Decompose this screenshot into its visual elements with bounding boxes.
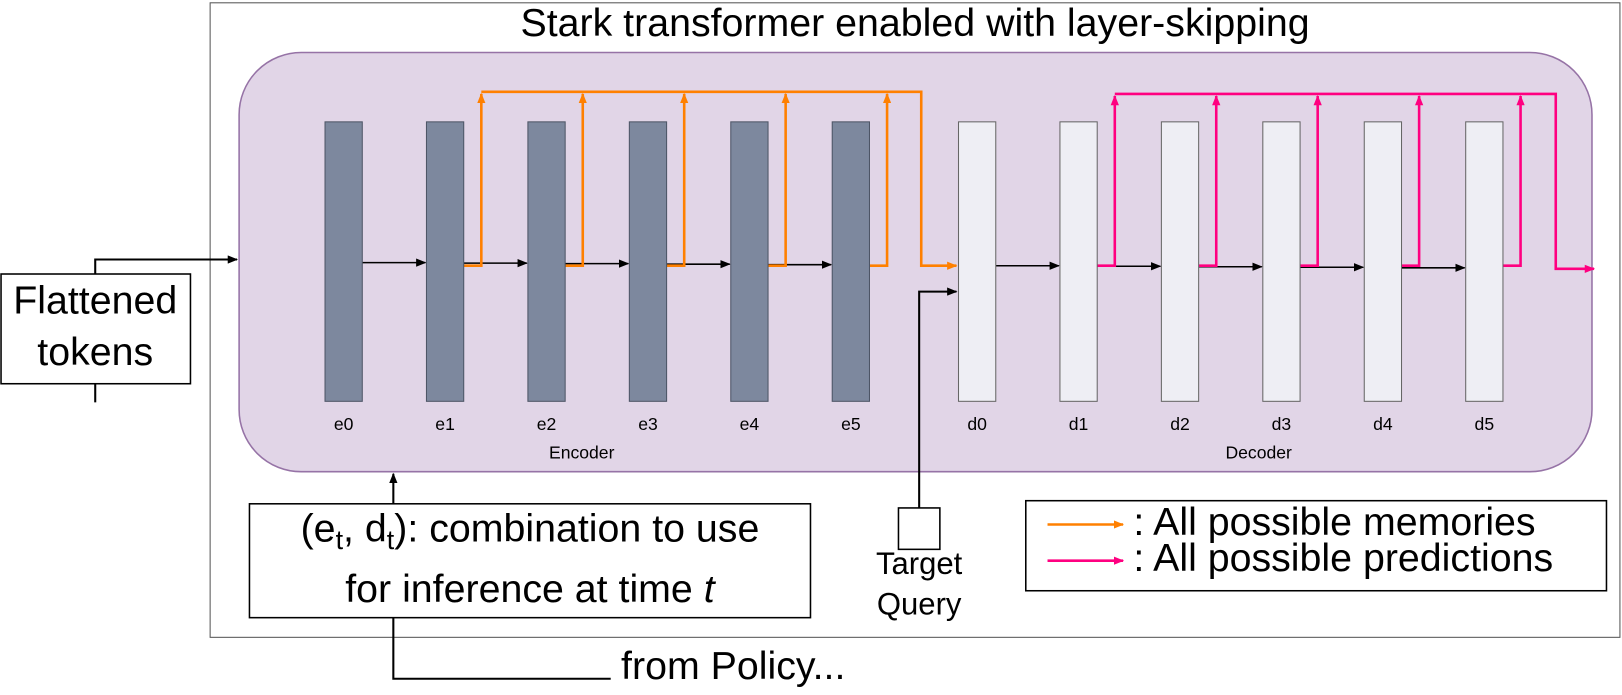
layer-block — [957, 121, 997, 402]
layer-label: d0 — [967, 414, 987, 434]
layer-label: e0 — [334, 414, 354, 434]
layer-block — [1160, 121, 1200, 402]
layer-block — [1465, 121, 1504, 402]
legend-label: : All possible memories — [1133, 500, 1535, 544]
decoder-label: Decoder — [1225, 443, 1292, 463]
skip-bus — [1114, 92, 1596, 273]
subscript: t — [336, 525, 344, 555]
subscript: t — [387, 525, 395, 555]
layer-label: d5 — [1475, 414, 1495, 434]
skip-bus — [481, 90, 958, 270]
layers: e0 e1 e2 e3 e4 e5 d0 d1 d2 d3 d4 d5 — [324, 90, 1596, 434]
skip-connection — [1097, 94, 1119, 268]
layer-block — [324, 121, 363, 402]
layer-label: e5 — [841, 414, 861, 434]
text: (e — [301, 507, 336, 551]
query-label: Query — [877, 586, 962, 621]
layer-label: d4 — [1373, 414, 1393, 434]
variable: t — [704, 567, 717, 611]
skip-connection — [666, 92, 689, 268]
legend-label: : All possible predictions — [1133, 536, 1553, 580]
input-label: tokens — [37, 330, 153, 374]
encoder-label: Encoder — [549, 443, 615, 463]
query-label: Target — [876, 546, 963, 581]
layer-block — [628, 121, 668, 402]
layer-block — [425, 121, 465, 402]
skip-connection — [1401, 94, 1424, 268]
layer-label: e1 — [435, 414, 455, 434]
layer-label: d1 — [1069, 414, 1089, 434]
layer-block — [1059, 121, 1098, 402]
text: ): combination to use — [394, 507, 759, 551]
layer-label: e2 — [537, 414, 557, 434]
layer-block — [1262, 121, 1301, 402]
condition-line-1: (et, dt): combination to use — [301, 507, 760, 555]
input-arrow — [94, 255, 239, 275]
text: , d — [343, 507, 387, 551]
layer-block — [730, 121, 769, 402]
skip-connection — [565, 92, 587, 268]
layer-label: d3 — [1272, 414, 1292, 434]
policy-label: from Policy... — [621, 644, 845, 688]
skip-connection — [1198, 94, 1221, 268]
outer-frame — [209, 2, 1621, 638]
transformer-box — [238, 51, 1593, 473]
layer-label: d2 — [1170, 414, 1190, 434]
text: for inference at time — [345, 567, 704, 611]
title: Stark transformer enabled with layer-ski… — [520, 1, 1309, 45]
skip-connection — [1300, 94, 1322, 268]
skip-connection — [463, 92, 486, 268]
input-box — [0, 273, 192, 385]
layer-block — [831, 121, 871, 402]
skip-connection — [869, 92, 892, 268]
layer-block — [527, 121, 566, 402]
condition-box — [248, 503, 812, 619]
layer-label: e3 — [638, 414, 658, 434]
policy-line — [392, 617, 611, 680]
skip-connection — [768, 92, 790, 268]
layer-block — [1363, 121, 1403, 402]
query-box — [897, 507, 941, 551]
legend-box — [1025, 499, 1608, 592]
layer-label: e4 — [740, 414, 760, 434]
condition-line-2: for inference at time t — [345, 567, 717, 611]
query-arrow — [918, 287, 958, 508]
skip-connection — [1502, 94, 1525, 268]
input-label: Flattened — [13, 278, 177, 322]
